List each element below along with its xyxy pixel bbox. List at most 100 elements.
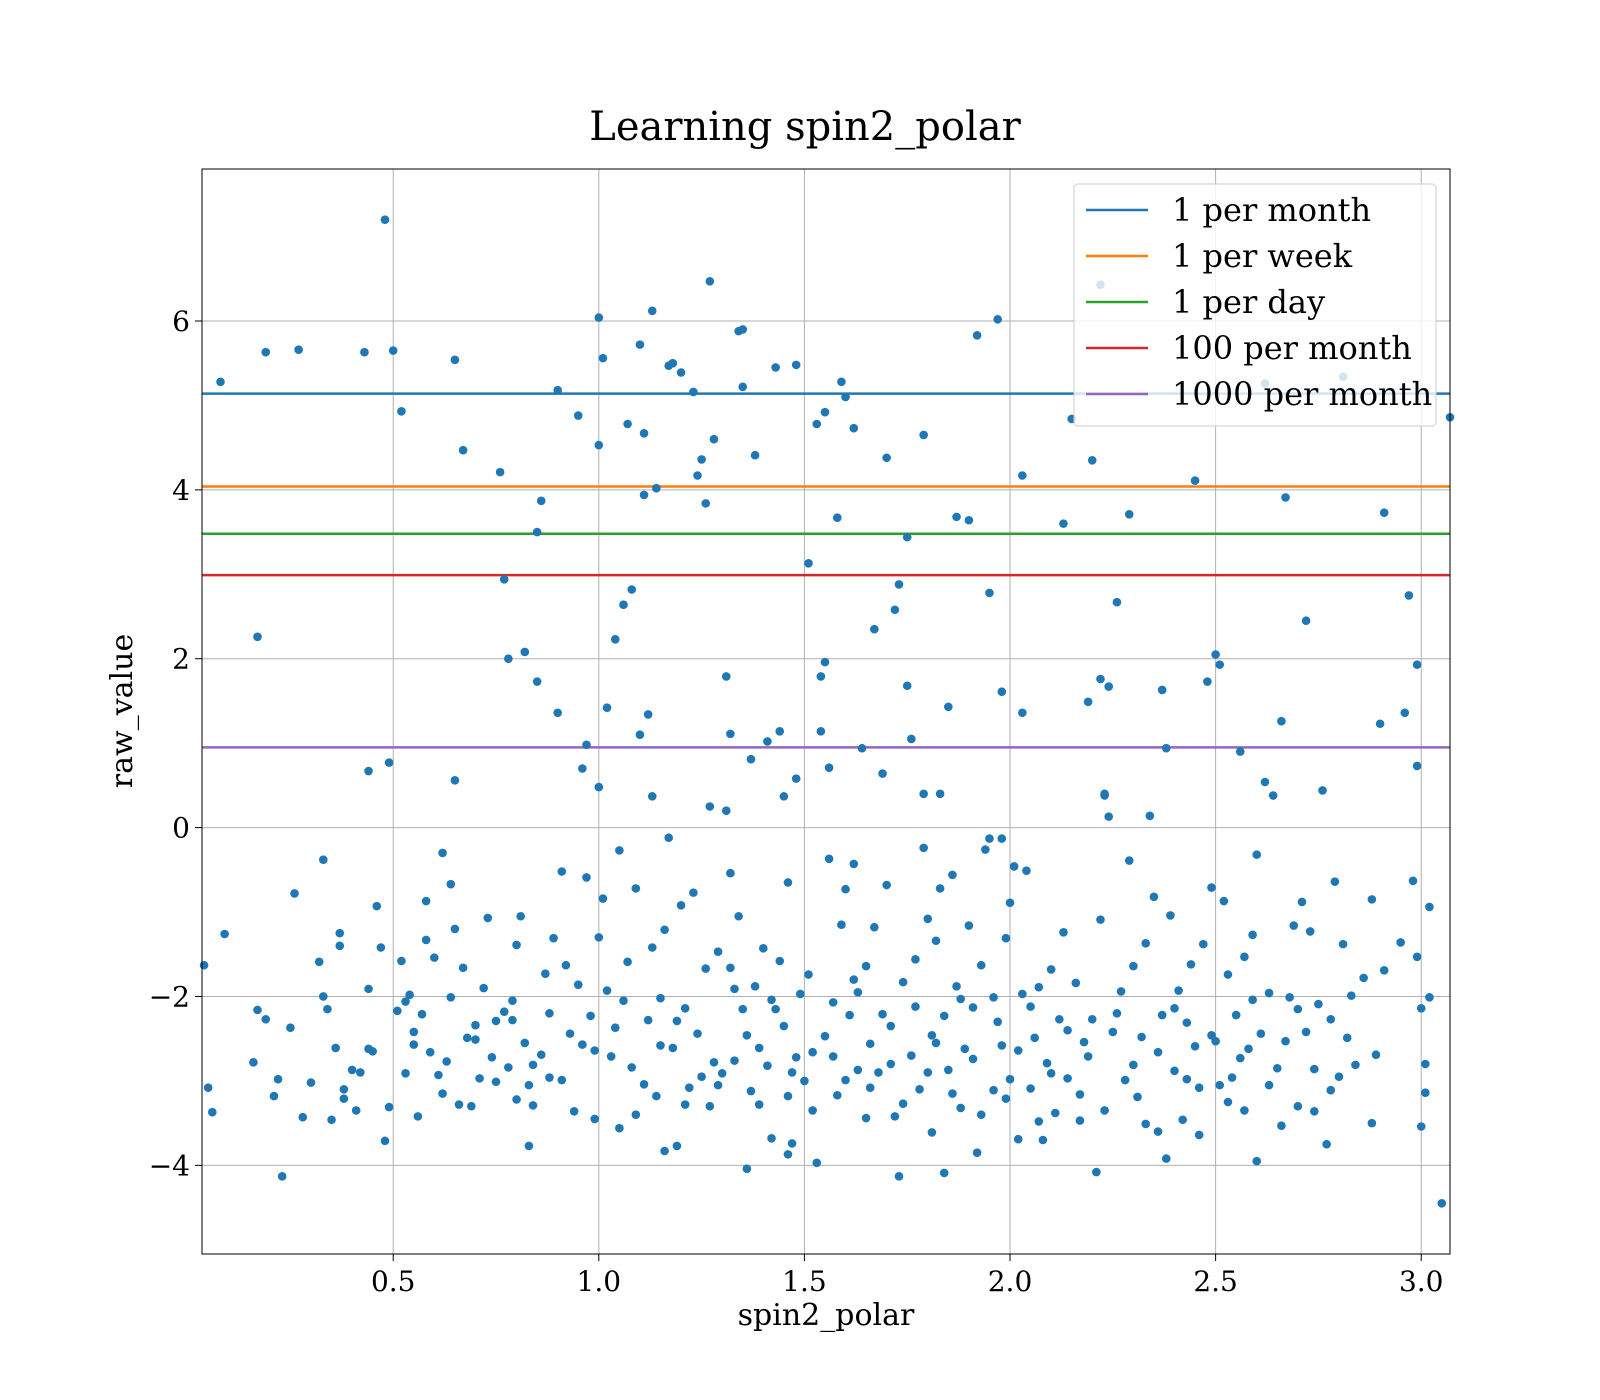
data-point: [319, 992, 328, 1001]
data-point: [438, 1089, 447, 1098]
x-tick-label: 0.5: [371, 1265, 416, 1298]
data-point: [882, 880, 891, 890]
data-point: [1071, 978, 1081, 988]
data-point: [405, 990, 414, 1000]
y-axis-label: raw_value: [105, 634, 140, 788]
data-point: [1235, 1053, 1245, 1063]
data-point: [582, 740, 591, 750]
data-point: [972, 331, 982, 340]
data-point: [672, 1141, 682, 1151]
data-point: [1018, 989, 1027, 999]
data-point: [865, 1039, 875, 1049]
data-point: [1404, 591, 1414, 600]
data-point: [1203, 677, 1212, 686]
data-point: [1182, 1018, 1192, 1027]
data-point: [738, 382, 748, 392]
data-point: [697, 1072, 706, 1081]
data-point: [561, 960, 571, 970]
data-point: [1256, 1029, 1266, 1038]
plot-frame: [201, 168, 1451, 1255]
data-point: [536, 496, 546, 506]
data-point: [1227, 1073, 1237, 1082]
data-point: [944, 702, 953, 712]
data-point: [1367, 1118, 1377, 1128]
data-point: [1013, 1046, 1023, 1055]
data-point: [417, 1009, 427, 1019]
data-point: [754, 1043, 764, 1053]
data-point: [1194, 1130, 1204, 1140]
data-point: [1009, 862, 1019, 871]
x-tick-label: 1.0: [577, 1265, 622, 1298]
data-point: [738, 325, 748, 334]
data-point: [471, 1035, 480, 1044]
data-point: [1157, 1010, 1167, 1020]
data-point: [425, 1047, 435, 1057]
data-point: [754, 1100, 764, 1109]
data-point: [623, 957, 632, 967]
data-point: [446, 879, 456, 889]
legend: 1 per month 1 per week 1 per day 100 per mo…: [1073, 183, 1437, 427]
data-point: [672, 1016, 682, 1026]
data-point: [767, 995, 776, 1005]
data-point: [1137, 1032, 1146, 1042]
data-point: [619, 996, 628, 1005]
data-point: [277, 1172, 287, 1181]
data-point: [421, 935, 431, 945]
data-point: [989, 993, 998, 1002]
data-point: [1264, 988, 1274, 998]
data-point: [479, 983, 488, 993]
data-point: [508, 996, 517, 1005]
data-point: [726, 729, 735, 739]
data-point: [1108, 1027, 1118, 1037]
data-point: [536, 1050, 546, 1060]
data-point: [939, 1011, 949, 1021]
data-point: [549, 933, 558, 943]
data-point: [734, 911, 743, 921]
data-point: [220, 929, 229, 939]
data-point: [812, 419, 822, 429]
data-point: [380, 1136, 390, 1146]
data-point: [1371, 1050, 1381, 1060]
data-point: [726, 868, 735, 878]
legend-box: [1073, 183, 1437, 427]
data-point: [516, 911, 525, 921]
data-point: [249, 1058, 258, 1067]
data-point: [828, 1052, 838, 1061]
data-point: [808, 1106, 817, 1115]
data-point: [1022, 866, 1031, 875]
data-point: [1260, 777, 1270, 787]
data-point: [1425, 993, 1434, 1002]
data-point: [1326, 1014, 1336, 1024]
data-point: [701, 964, 711, 973]
data-point: [1100, 789, 1109, 799]
data-point: [1248, 930, 1257, 940]
data-point: [882, 453, 891, 463]
data-point: [833, 1090, 842, 1100]
data-point: [709, 434, 719, 444]
data-point: [721, 672, 731, 681]
data-point: [705, 276, 715, 286]
data-point: [1190, 476, 1200, 485]
data-point: [545, 1073, 554, 1082]
data-point: [454, 1100, 464, 1109]
data-point: [787, 1068, 797, 1077]
data-point: [1351, 1060, 1360, 1070]
data-point: [820, 657, 830, 667]
data-point: [508, 1015, 517, 1025]
data-point: [1379, 508, 1389, 517]
data-point: [631, 1110, 641, 1119]
data-point: [487, 1052, 497, 1062]
data-point: [1178, 1115, 1188, 1125]
data-point: [1272, 1063, 1282, 1073]
legend-label: 100 per month: [1172, 329, 1412, 367]
data-point: [849, 975, 859, 984]
data-point: [1412, 761, 1422, 771]
data-point: [610, 635, 620, 644]
data-point: [314, 957, 324, 967]
data-point: [462, 1033, 472, 1043]
data-point: [565, 1029, 575, 1038]
data-point: [594, 440, 604, 450]
data-point: [323, 1004, 332, 1014]
data-point: [1083, 1052, 1093, 1061]
data-point: [939, 1168, 949, 1178]
